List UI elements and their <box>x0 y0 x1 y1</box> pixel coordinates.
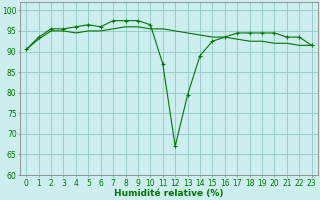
X-axis label: Humidité relative (%): Humidité relative (%) <box>114 189 224 198</box>
